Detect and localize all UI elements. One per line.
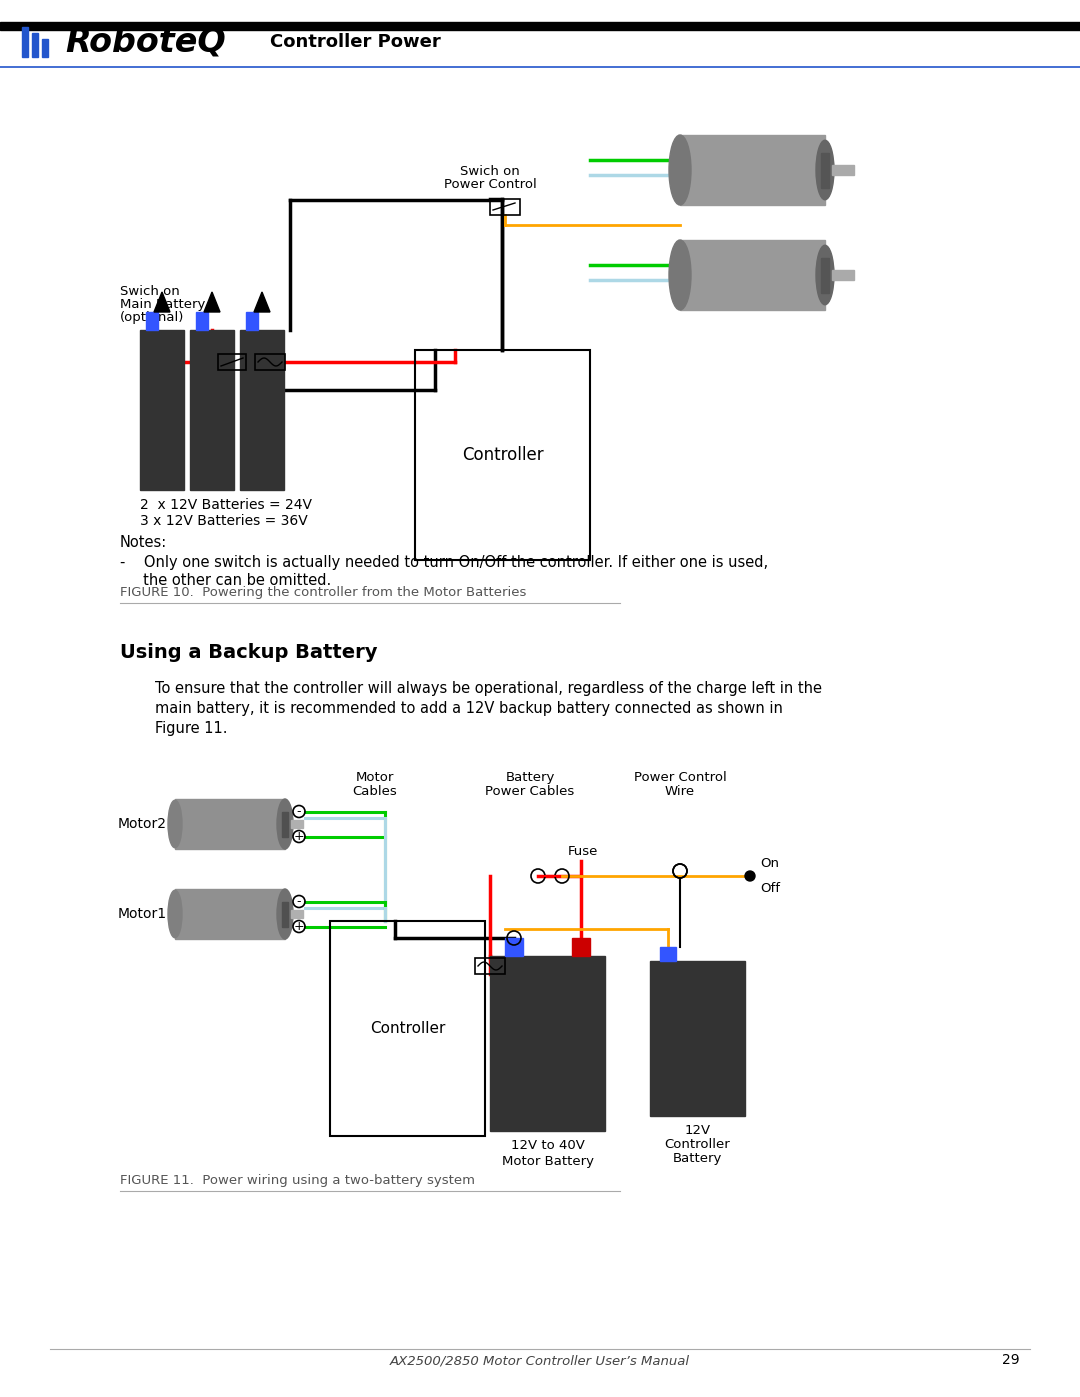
Text: 12V: 12V — [685, 1125, 711, 1137]
Text: Using a Backup Battery: Using a Backup Battery — [120, 643, 378, 662]
Text: Power Control: Power Control — [634, 771, 727, 784]
Bar — [680, 240, 825, 310]
Text: Motor Battery: Motor Battery — [501, 1155, 594, 1168]
Text: RoboteQ: RoboteQ — [65, 25, 226, 59]
Bar — [291, 909, 303, 918]
Bar — [475, 958, 505, 974]
Text: Controller: Controller — [369, 1021, 445, 1037]
Ellipse shape — [168, 890, 183, 937]
Circle shape — [745, 870, 755, 882]
Bar — [42, 39, 48, 57]
Text: -: - — [297, 805, 301, 819]
Text: Cables: Cables — [353, 785, 397, 798]
Bar — [680, 136, 825, 205]
Bar — [218, 353, 246, 370]
Ellipse shape — [669, 240, 691, 310]
Bar — [650, 961, 745, 1116]
Text: Power Control: Power Control — [444, 177, 537, 191]
Text: Battery: Battery — [505, 771, 555, 784]
Bar — [282, 812, 288, 837]
Bar — [140, 330, 184, 490]
Ellipse shape — [168, 800, 183, 848]
Bar — [240, 330, 284, 490]
Text: AX2500/2850 Motor Controller User’s Manual: AX2500/2850 Motor Controller User’s Manu… — [390, 1354, 690, 1368]
Text: -: - — [297, 895, 301, 908]
Text: +: + — [294, 921, 305, 933]
Ellipse shape — [816, 140, 834, 200]
Bar — [255, 353, 285, 370]
Text: the other can be omitted.: the other can be omitted. — [120, 573, 332, 588]
Text: On: On — [760, 856, 779, 870]
Text: Figure 11.: Figure 11. — [156, 721, 228, 736]
Text: Off: Off — [760, 882, 780, 895]
Ellipse shape — [276, 799, 293, 849]
Text: Controller: Controller — [664, 1139, 730, 1151]
Text: Motor1: Motor1 — [118, 907, 167, 921]
Bar — [190, 330, 234, 490]
Bar — [175, 888, 285, 939]
Bar — [505, 937, 523, 956]
Text: 12V to 40V: 12V to 40V — [511, 1139, 584, 1153]
Bar — [490, 956, 605, 1132]
Bar — [146, 312, 158, 330]
Bar — [291, 820, 303, 828]
Polygon shape — [204, 292, 220, 312]
Bar — [572, 937, 590, 956]
Ellipse shape — [816, 246, 834, 305]
Text: +: + — [294, 830, 305, 842]
Bar — [832, 270, 854, 279]
Ellipse shape — [669, 136, 691, 205]
Bar — [832, 165, 854, 175]
Text: -    Only one switch is actually needed to turn On/Off the controller. If either: - Only one switch is actually needed to … — [120, 555, 768, 570]
Bar — [660, 947, 676, 961]
Text: (optional): (optional) — [120, 312, 185, 324]
Text: Swich on: Swich on — [120, 285, 179, 298]
Bar — [0, 22, 1080, 29]
Bar — [22, 27, 28, 57]
Text: Power Cables: Power Cables — [485, 785, 575, 798]
Text: Main Battery: Main Battery — [120, 298, 205, 312]
Text: main battery, it is recommended to add a 12V backup battery connected as shown i: main battery, it is recommended to add a… — [156, 701, 783, 717]
Bar — [415, 351, 590, 560]
Text: Swich on: Swich on — [460, 165, 519, 177]
Text: Motor: Motor — [355, 771, 394, 784]
Bar — [32, 34, 38, 57]
Text: Fuse: Fuse — [568, 845, 598, 858]
Ellipse shape — [276, 888, 293, 939]
Bar — [246, 312, 258, 330]
Bar — [175, 799, 285, 849]
Bar — [282, 902, 288, 928]
Polygon shape — [254, 292, 270, 312]
Bar — [821, 152, 829, 187]
Bar — [330, 921, 485, 1136]
Text: 2  x 12V Batteries = 24V: 2 x 12V Batteries = 24V — [140, 497, 312, 511]
Text: Motor2: Motor2 — [118, 817, 167, 831]
Text: 29: 29 — [1002, 1354, 1020, 1368]
Text: Notes:: Notes: — [120, 535, 167, 550]
Text: To ensure that the controller will always be operational, regardless of the char: To ensure that the controller will alway… — [156, 680, 822, 696]
Text: Battery: Battery — [673, 1153, 723, 1165]
Bar — [821, 257, 829, 292]
Text: Wire: Wire — [665, 785, 696, 798]
Polygon shape — [154, 292, 170, 312]
Text: 3 x 12V Batteries = 36V: 3 x 12V Batteries = 36V — [140, 514, 308, 528]
Text: Controller Power: Controller Power — [270, 34, 441, 52]
Bar — [195, 312, 208, 330]
Text: FIGURE 11.  Power wiring using a two-battery system: FIGURE 11. Power wiring using a two-batt… — [120, 1173, 475, 1187]
Text: FIGURE 10.  Powering the controller from the Motor Batteries: FIGURE 10. Powering the controller from … — [120, 585, 526, 599]
Text: Controller: Controller — [461, 446, 543, 464]
Bar — [490, 198, 519, 215]
